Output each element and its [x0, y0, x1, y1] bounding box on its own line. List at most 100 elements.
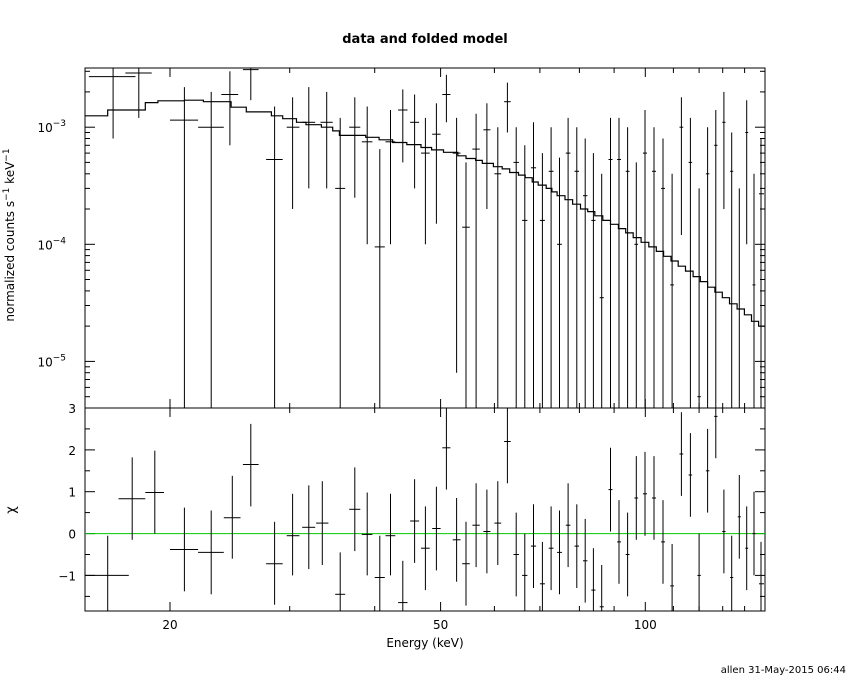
- y-tick-exponent: −5: [53, 353, 66, 363]
- data-point: [198, 92, 224, 408]
- y-tick-label: 10−4: [37, 236, 66, 252]
- top-x-ticks: [170, 68, 765, 408]
- data-point: [243, 68, 259, 100]
- data-point: [224, 476, 241, 559]
- data-point: [287, 97, 300, 209]
- data-point: [759, 139, 764, 409]
- data-point: [472, 483, 479, 567]
- top-y-ticks: 10−3 10−4 10−5: [37, 71, 765, 408]
- y-tick-label: −1: [58, 569, 76, 583]
- data-point: [600, 565, 604, 611]
- data-point: [591, 153, 595, 408]
- data-point: [652, 456, 656, 540]
- data-point: [626, 127, 630, 408]
- data-point: [634, 456, 638, 540]
- x-tick-label: 20: [162, 618, 177, 632]
- x-tick-label: 100: [634, 618, 657, 632]
- data-point: [591, 548, 595, 611]
- data-point: [362, 107, 373, 245]
- data-point: [634, 162, 638, 408]
- data-point: [714, 408, 717, 458]
- data-point: [375, 149, 385, 408]
- top-panel: 10−310−410−5 normalized counts s−1 keV−1: [2, 68, 765, 408]
- data-point: [706, 127, 709, 408]
- data-point: [609, 448, 613, 532]
- data-point: [730, 133, 733, 409]
- data-point: [266, 522, 283, 605]
- data-point: [670, 174, 674, 408]
- y-label-sup1: −1: [2, 188, 12, 201]
- bottom-panel: −10123 χ: [4, 402, 765, 611]
- data-point: [549, 506, 554, 590]
- data-point: [349, 97, 360, 197]
- data-point: [661, 500, 665, 584]
- data-point: [375, 536, 385, 611]
- data-point: [566, 483, 571, 567]
- data-point: [514, 513, 519, 597]
- data-point: [170, 508, 198, 592]
- data-point: [566, 118, 571, 408]
- data-point: [243, 424, 259, 507]
- data-point: [626, 513, 630, 597]
- data-point: [85, 536, 129, 611]
- data-point: [398, 561, 407, 611]
- data-point: [697, 188, 700, 408]
- data-point: [442, 408, 450, 490]
- data-point: [714, 110, 717, 408]
- data-point: [600, 174, 604, 408]
- data-point: [661, 139, 665, 409]
- y-label-sup2: −1: [2, 148, 12, 161]
- data-point: [689, 433, 693, 517]
- data-point: [410, 95, 419, 189]
- data-point: [287, 494, 300, 576]
- data-point: [617, 118, 621, 408]
- data-point: [494, 481, 501, 565]
- y-tick-exponent: −4: [53, 236, 67, 246]
- data-point: [549, 127, 554, 408]
- data-point: [738, 188, 741, 408]
- data-point: [386, 494, 396, 576]
- data-point: [522, 145, 527, 408]
- data-point: [759, 542, 764, 611]
- data-point: [462, 522, 470, 606]
- data-point: [689, 118, 693, 408]
- data-point: [266, 107, 283, 409]
- bottom-y-axis-label: χ: [4, 506, 19, 514]
- y-tick-label: 10−3: [37, 119, 66, 135]
- y-label-main: normalized counts s: [3, 201, 17, 322]
- data-point: [531, 504, 536, 588]
- data-point: [753, 174, 756, 408]
- data-point: [421, 118, 430, 244]
- data-point: [575, 504, 580, 588]
- data-point: [583, 519, 587, 603]
- data-point: [504, 408, 511, 483]
- data-point: [575, 127, 580, 408]
- data-point: [504, 83, 511, 133]
- data-point: [170, 87, 198, 408]
- data-point: [453, 498, 461, 582]
- data-point: [722, 92, 725, 209]
- data-point: [753, 492, 756, 576]
- y-tick-label: 0: [68, 528, 76, 542]
- data-point: [145, 451, 164, 534]
- data-point: [198, 511, 224, 595]
- data-point: [617, 500, 621, 584]
- data-point: [349, 467, 360, 551]
- data-point: [531, 122, 536, 408]
- data-point: [643, 110, 647, 408]
- top-data-points: [89, 68, 764, 408]
- data-point: [432, 103, 440, 223]
- data-point: [738, 475, 741, 559]
- data-point: [680, 412, 684, 496]
- data-point: [745, 506, 748, 590]
- data-point: [745, 100, 748, 244]
- bottom-y-ticks: −1 0 1 2 3: [58, 402, 765, 596]
- x-tick-labels: 20 50 100: [162, 618, 656, 632]
- bottom-x-ticks: [170, 408, 765, 611]
- data-point: [321, 92, 333, 188]
- data-point: [483, 490, 490, 574]
- y-tick-label: 3: [68, 402, 76, 416]
- x-tick-label: 50: [433, 618, 448, 632]
- data-point: [680, 97, 684, 235]
